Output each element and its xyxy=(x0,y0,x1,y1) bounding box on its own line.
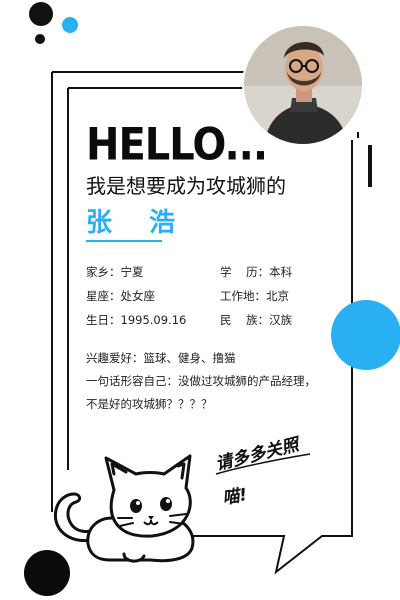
zodiac-value: 处女座 xyxy=(120,289,156,303)
handwritten-meow: 喵! xyxy=(220,484,249,509)
birthday-label: 生日： xyxy=(86,313,121,327)
motto-line-2: 不是好的攻城狮？？？？ xyxy=(86,397,213,411)
education-value: 本科 xyxy=(269,265,293,279)
motto-line-1: 一句话形容自己：没做过攻城狮的产品经理， xyxy=(86,374,316,388)
workplace-value: 北京 xyxy=(266,289,289,303)
education-label: 学 历： xyxy=(220,265,270,279)
hobbies-text: 兴趣爱好：篮球、健身、撸猫 xyxy=(86,351,236,365)
decor-dot-large-black xyxy=(29,2,53,26)
info-workplace: 工作地：北京 xyxy=(220,288,289,304)
info-ethnicity: 民 族：汉族 xyxy=(220,312,292,328)
name-underline xyxy=(86,240,162,242)
info-zodiac: 星座：处女座 xyxy=(86,288,155,304)
handwritten-underline xyxy=(215,453,311,475)
decor-dot-small-blue xyxy=(62,17,78,33)
ethnicity-label: 民 族： xyxy=(220,313,270,327)
decor-circle-blue xyxy=(331,300,400,370)
hometown-value: 宁夏 xyxy=(120,265,144,279)
cat-illustration-icon xyxy=(53,454,195,563)
intro-text: 我是想要成为攻城狮的 xyxy=(86,174,286,198)
avatar-photo-icon xyxy=(244,26,362,144)
zodiac-label: 星座： xyxy=(86,289,121,303)
workplace-label: 工作地： xyxy=(220,289,266,303)
decor-circle-black xyxy=(24,550,70,596)
hometown-label: 家乡： xyxy=(86,265,121,279)
avatar xyxy=(244,26,362,144)
ethnicity-value: 汉族 xyxy=(269,313,293,327)
info-hometown: 家乡：宁夏 xyxy=(86,264,144,280)
person-name: 张 浩 xyxy=(86,208,190,238)
greeting-title: HELLO... xyxy=(86,119,268,171)
birthday-value: 1995.09.16 xyxy=(120,313,187,327)
info-education: 学 历：本科 xyxy=(220,264,292,280)
accent-bar xyxy=(368,145,372,187)
info-birthday: 生日：1995.09.16 xyxy=(86,312,186,328)
decor-dot-small-black xyxy=(35,34,45,44)
